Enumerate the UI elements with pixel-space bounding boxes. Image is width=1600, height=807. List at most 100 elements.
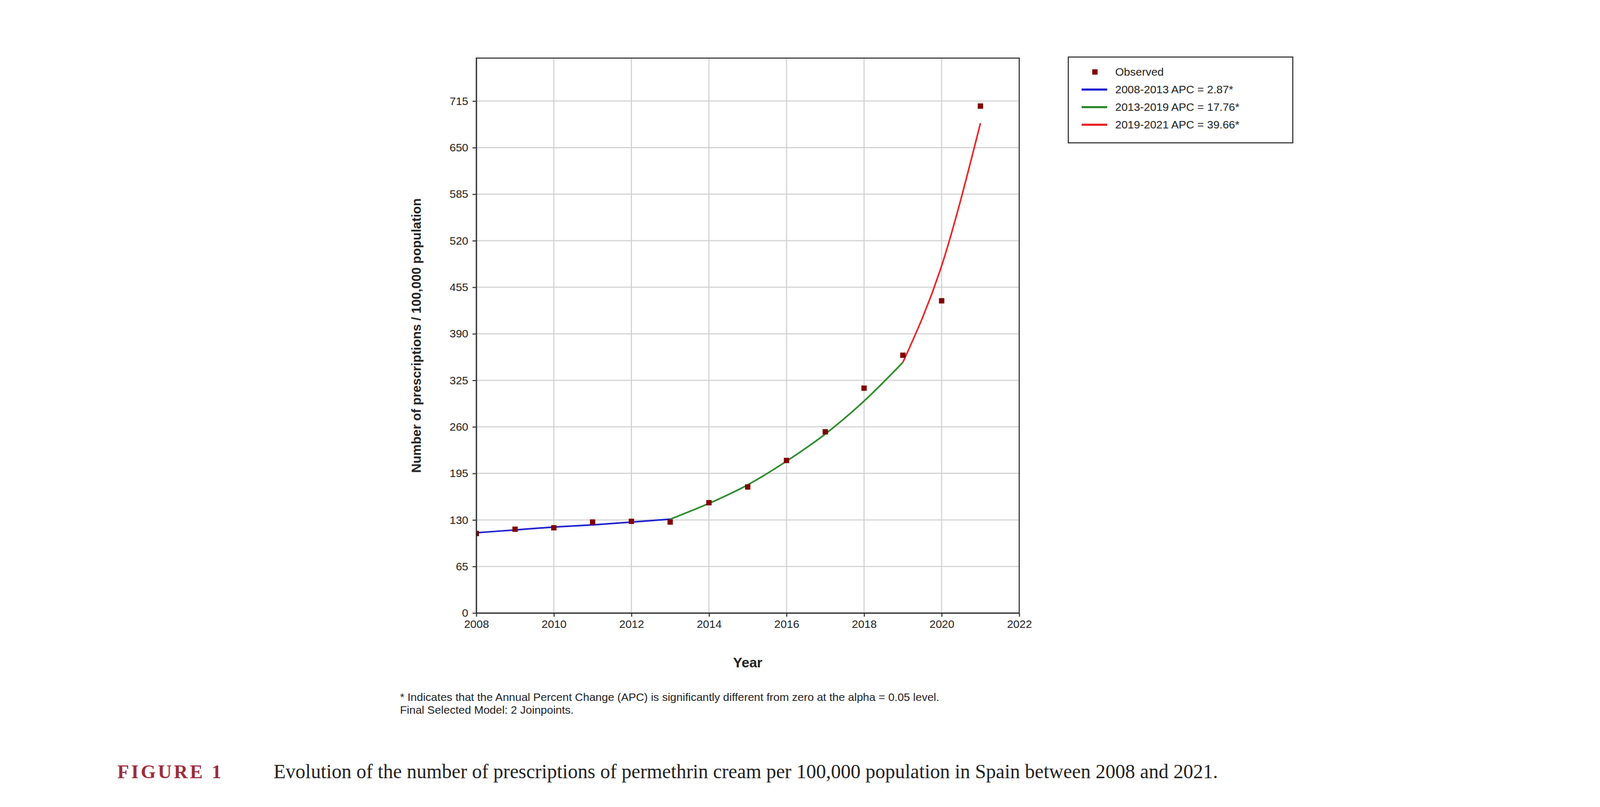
y-tick-mark <box>472 333 477 335</box>
grid-line-x <box>630 58 632 614</box>
footnote: Final Selected Model: 2 Joinpoints. <box>400 704 574 717</box>
y-tick-label: 130 <box>449 514 469 527</box>
legend-box <box>1068 57 1293 143</box>
y-tick: 390 <box>449 327 477 340</box>
fit-line <box>476 519 671 534</box>
y-tick-label: 715 <box>449 94 469 108</box>
grid-line-y <box>476 240 1020 242</box>
y-tick-label: 455 <box>449 281 469 294</box>
fit-line <box>670 362 903 520</box>
x-tick: 2022 <box>1006 613 1032 631</box>
y-tick-mark <box>472 194 477 196</box>
observed-point <box>977 103 983 109</box>
footnote: * Indicates that the Annual Percent Chan… <box>400 691 940 704</box>
x-axis-title: Year <box>733 654 763 671</box>
observed-point <box>550 525 557 531</box>
grid-line-x <box>708 58 710 614</box>
observed-point <box>861 385 867 391</box>
grid-line-y <box>476 286 1020 288</box>
observed-point <box>706 500 712 506</box>
x-tick-mark <box>786 613 788 618</box>
y-tick-label: 195 <box>449 467 469 480</box>
legend-line <box>1081 88 1108 91</box>
y-tick-label: 325 <box>449 374 469 387</box>
legend-label: 2019-2021 APC = 39.66* <box>1115 118 1240 131</box>
plot-background <box>476 58 1020 614</box>
x-tick-label: 2014 <box>696 618 722 631</box>
observed-point <box>900 352 906 358</box>
x-tick: 2014 <box>696 613 722 631</box>
y-tick-mark <box>472 566 477 568</box>
y-tick-mark <box>472 147 477 149</box>
observed-point <box>784 458 790 464</box>
legend-line <box>1081 106 1108 109</box>
y-tick-label: 390 <box>449 327 469 340</box>
y-tick: 130 <box>449 514 477 527</box>
fit-line <box>902 123 981 363</box>
y-tick-mark <box>472 613 477 615</box>
observed-point <box>822 429 828 435</box>
grid-line-x <box>786 58 788 614</box>
y-axis-title: Number of prescriptions / 100,000 popula… <box>409 198 424 474</box>
x-tick-label: 2022 <box>1006 618 1032 631</box>
grid-line-y <box>476 100 1020 102</box>
y-tick-mark <box>472 100 477 102</box>
plot-frame <box>476 58 1020 614</box>
caption: Evolution of the number of prescriptions… <box>273 761 1218 783</box>
x-tick-label: 2010 <box>541 618 567 631</box>
observed-point <box>667 519 674 525</box>
x-tick-mark <box>708 613 710 618</box>
legend-marker <box>1092 69 1098 75</box>
y-tick: 0 <box>461 606 477 620</box>
grid-line-y <box>476 473 1020 475</box>
x-tick: 2018 <box>851 613 877 631</box>
y-tick-label: 585 <box>449 187 469 200</box>
observed-point <box>745 484 751 491</box>
x-tick-mark <box>941 613 943 618</box>
y-tick: 260 <box>449 420 477 434</box>
y-tick: 585 <box>449 187 477 200</box>
x-tick-label: 2008 <box>464 618 490 631</box>
y-axis: 0 65 130 195 260 325 390 455 520 585 650 715 <box>449 58 477 620</box>
y-tick-mark <box>472 520 477 522</box>
legend-line <box>1081 123 1108 126</box>
y-tick: 65 <box>456 560 477 573</box>
observed-point <box>512 526 518 533</box>
x-axis-line <box>476 613 1020 615</box>
x-axis: 2008 2010 2012 2014 2016 2018 2020 2022 <box>464 613 1032 631</box>
y-tick-mark <box>472 240 477 242</box>
legend-label: Observed <box>1115 65 1164 78</box>
grid-line-x <box>863 58 865 614</box>
x-tick-mark <box>1019 613 1021 618</box>
grid-line-y <box>476 426 1020 428</box>
x-tick: 2020 <box>929 613 955 631</box>
y-axis-line <box>476 58 478 614</box>
x-tick-label: 2012 <box>619 618 645 631</box>
grid-line-y <box>476 193 1020 195</box>
grid-line-y <box>476 147 1020 149</box>
x-tick-mark <box>553 613 555 618</box>
legend: Observed2008-2013 APC = 2.87*2013-2019 A… <box>1068 57 1293 143</box>
x-tick-mark <box>630 613 632 618</box>
y-tick-label: 65 <box>456 560 469 573</box>
y-tick: 520 <box>449 234 477 247</box>
y-tick-label: 260 <box>449 420 469 434</box>
y-tick: 195 <box>449 467 477 480</box>
grid-line-y <box>476 566 1020 568</box>
y-tick-mark <box>472 286 477 288</box>
y-tick-mark <box>472 426 477 428</box>
x-tick: 2010 <box>541 613 567 631</box>
x-tick-mark <box>864 613 866 618</box>
x-tick: 2016 <box>774 613 800 631</box>
y-tick-mark <box>472 380 477 382</box>
y-tick: 715 <box>449 94 477 108</box>
y-tick: 455 <box>449 281 477 294</box>
grid <box>476 58 1020 614</box>
grid-line-y <box>476 333 1020 335</box>
legend-label: 2008-2013 APC = 2.87* <box>1115 83 1234 96</box>
observed-point <box>589 519 596 525</box>
y-tick: 650 <box>449 141 477 154</box>
grid-line-y <box>476 379 1020 381</box>
y-tick-label: 520 <box>449 234 469 247</box>
chart: 2008 2010 2012 2014 2016 2018 2020 2022 0 65 130 19… <box>0 0 1600 807</box>
